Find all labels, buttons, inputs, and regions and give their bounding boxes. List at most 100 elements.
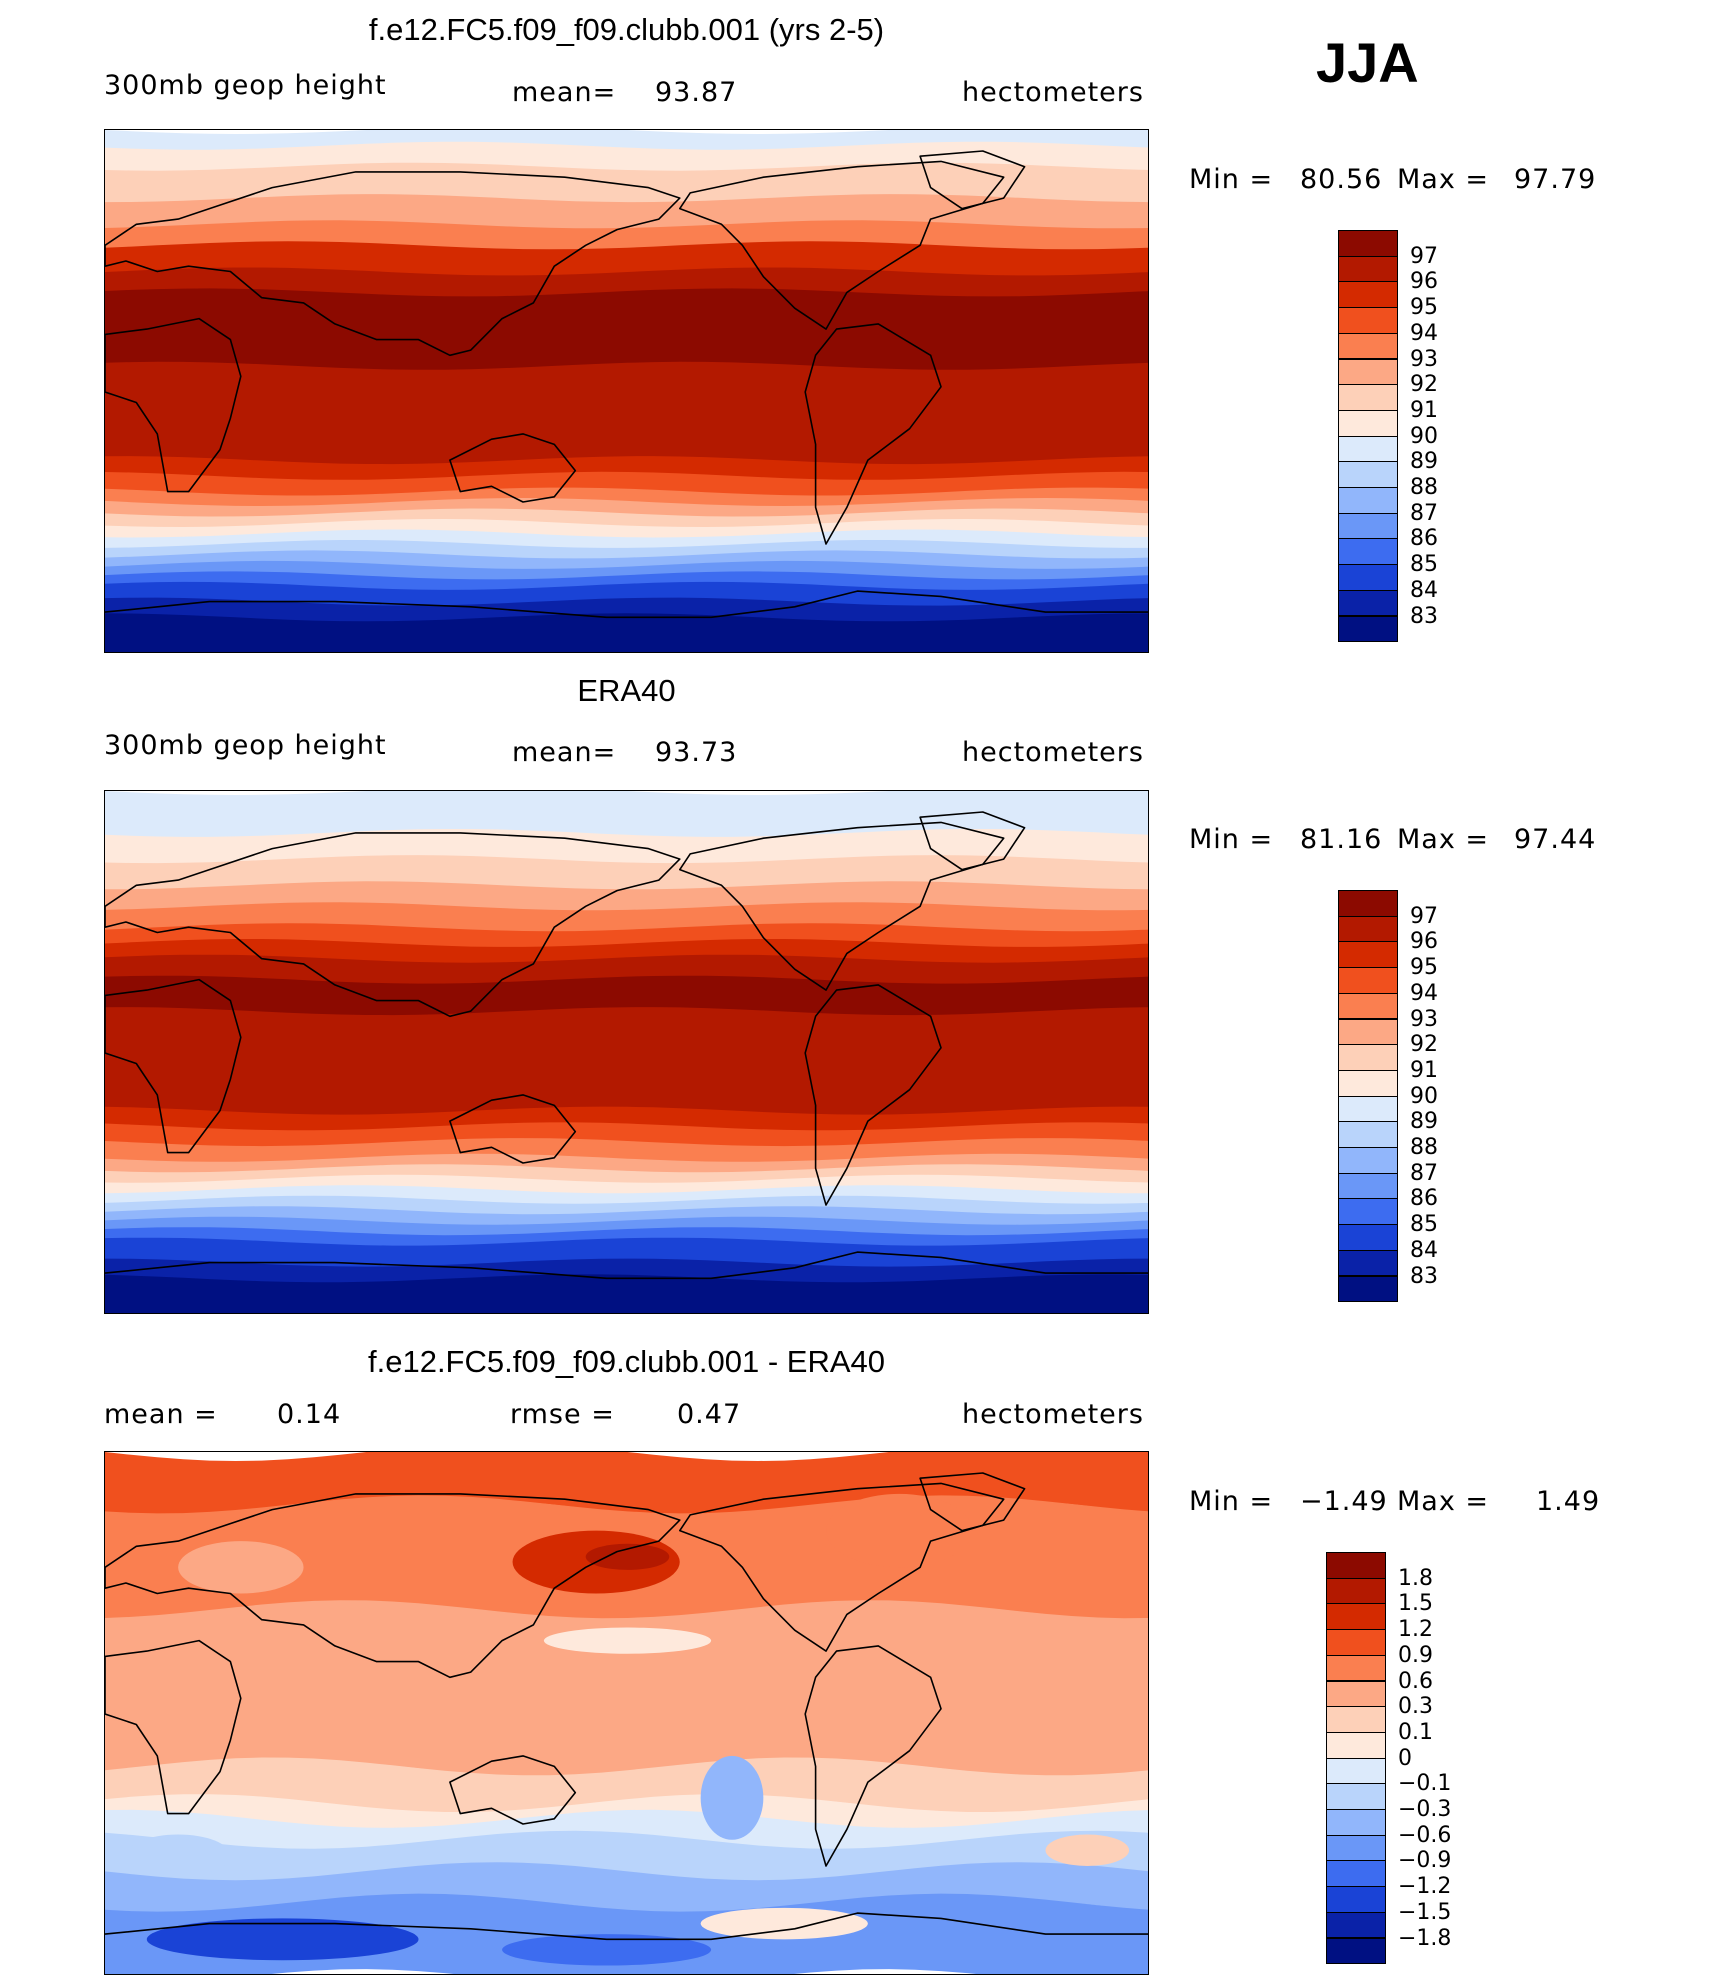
colorbar-label: 88 xyxy=(1410,1135,1438,1160)
colorbar-swatch xyxy=(1338,992,1398,1020)
panel-1-min-label: Min = xyxy=(1189,164,1274,195)
colorbar-swatch xyxy=(1338,332,1398,360)
colorbar-swatch xyxy=(1338,1095,1398,1123)
contour-band xyxy=(105,1122,1148,1149)
colorbar-label: −0.9 xyxy=(1398,1848,1452,1874)
colorbar-label: 86 xyxy=(1410,1186,1438,1212)
contour-band xyxy=(105,361,1148,467)
colorbar-swatch xyxy=(1338,1121,1398,1148)
colorbar-swatch xyxy=(1338,615,1398,643)
colorbar-swatch xyxy=(1338,915,1398,943)
coastline xyxy=(919,811,1026,871)
contour-band xyxy=(105,954,1148,986)
colorbar-swatch xyxy=(1338,1198,1398,1226)
colorbar-swatch xyxy=(1338,435,1398,463)
contour-band xyxy=(105,1174,1148,1196)
contour-band xyxy=(105,508,1148,530)
panel-1-units: hectometers xyxy=(962,77,1144,108)
colorbar-label: 0.6 xyxy=(1398,1668,1433,1694)
contour-blob xyxy=(125,1834,231,1877)
panel-3-max-label: Max = xyxy=(1397,1486,1490,1517)
panel-2-min-label: Min = xyxy=(1189,824,1274,855)
panel-2-units: hectometers xyxy=(962,737,1144,768)
panel-3-map-svg xyxy=(105,1452,1148,1974)
colorbar-label: 90 xyxy=(1410,1083,1438,1109)
colorbar-label: 97 xyxy=(1410,903,1438,929)
coastline xyxy=(105,317,242,493)
contour-band xyxy=(105,1185,1148,1206)
colorbar-swatch xyxy=(1326,1603,1386,1631)
colorbar-swatch xyxy=(1326,1577,1386,1605)
colorbar-swatch xyxy=(1326,1654,1386,1682)
contour-band xyxy=(105,1274,1148,1313)
colorbar-swatch xyxy=(1326,1783,1386,1810)
colorbar-label: 90 xyxy=(1410,423,1438,449)
coastline xyxy=(105,171,681,357)
contour-band xyxy=(105,939,1148,965)
colorbar-label: 95 xyxy=(1410,295,1438,321)
colorbar-label: 84 xyxy=(1410,1237,1438,1263)
panel-1-max-value: 97.79 xyxy=(1514,164,1597,195)
panel-2-title: ERA40 xyxy=(577,673,676,708)
coastline xyxy=(679,1482,1005,1652)
colorbar-label: −1.8 xyxy=(1398,1925,1452,1951)
colorbar-swatch xyxy=(1338,307,1398,334)
colorbar-swatch xyxy=(1338,1275,1398,1303)
contour-blob xyxy=(585,1543,670,1570)
colorbar-swatch xyxy=(1338,1172,1398,1200)
contour-blob xyxy=(502,1934,712,1966)
colorbar-swatch xyxy=(1338,564,1398,591)
panel-3-max-value: 1.49 xyxy=(1536,1486,1601,1517)
colorbar-swatch xyxy=(1338,487,1398,514)
contour-band xyxy=(105,1216,1148,1238)
contour-blob xyxy=(700,1907,868,1940)
contour-band xyxy=(105,519,1148,540)
colorbar-label: −0.1 xyxy=(1398,1771,1452,1797)
coastline xyxy=(919,150,1026,210)
colorbar-label: 95 xyxy=(1410,955,1438,981)
colorbar-swatch xyxy=(1326,1809,1386,1836)
coastline xyxy=(679,160,1005,330)
colorbar-label: 92 xyxy=(1410,1032,1438,1058)
coastline xyxy=(105,1251,1148,1280)
colorbar-swatch xyxy=(1338,512,1398,540)
contour-band xyxy=(105,540,1148,561)
colorbar-swatch xyxy=(1326,1680,1386,1708)
colorbar-label: 94 xyxy=(1410,320,1438,346)
colorbar-swatch xyxy=(1326,1937,1386,1965)
contour-band xyxy=(105,456,1148,482)
colorbar-label: 0.9 xyxy=(1398,1642,1433,1668)
panel-3-units: hectometers xyxy=(962,1399,1144,1430)
colorbar-label: 91 xyxy=(1410,1057,1438,1083)
panel-3-mean-value: 0.14 xyxy=(277,1399,342,1430)
panel-1-mean-label: mean= xyxy=(512,77,617,108)
colorbar-swatch xyxy=(1338,1147,1398,1174)
colorbar-label: 84 xyxy=(1410,577,1438,603)
panel-1-mean-value: 93.87 xyxy=(655,77,738,108)
contour-blob xyxy=(146,1918,419,1961)
panel-3-min-value: −1.49 xyxy=(1300,1486,1388,1517)
colorbar-swatch xyxy=(1338,461,1398,488)
colorbar-swatch xyxy=(1326,1552,1386,1579)
colorbar-label: 89 xyxy=(1410,1109,1438,1135)
contour-band xyxy=(105,1600,1148,1778)
colorbar-swatch xyxy=(1338,967,1398,994)
contour-blob xyxy=(178,1541,304,1594)
contour-band xyxy=(105,1106,1148,1133)
colorbar-label: 1.2 xyxy=(1398,1617,1433,1643)
contour-band xyxy=(105,1164,1148,1185)
panel-2-variable: 300mb geop height xyxy=(104,730,387,761)
colorbar-swatch xyxy=(1338,1249,1398,1277)
contour-band xyxy=(105,498,1148,519)
contour-band xyxy=(105,975,1148,1018)
coastline xyxy=(105,1493,681,1679)
contour-band xyxy=(105,571,1148,592)
panel-1-title: f.e12.FC5.f09_f09.clubb.001 (yrs 2-5) xyxy=(368,12,885,47)
coastline xyxy=(449,1094,577,1164)
colorbar-label: 0 xyxy=(1398,1745,1412,1771)
contour-band xyxy=(105,1153,1148,1175)
colorbar-swatch xyxy=(1326,1731,1386,1759)
coastline xyxy=(105,832,681,1018)
colorbar-label: 1.8 xyxy=(1398,1565,1433,1591)
colorbar-swatch xyxy=(1326,1706,1386,1733)
